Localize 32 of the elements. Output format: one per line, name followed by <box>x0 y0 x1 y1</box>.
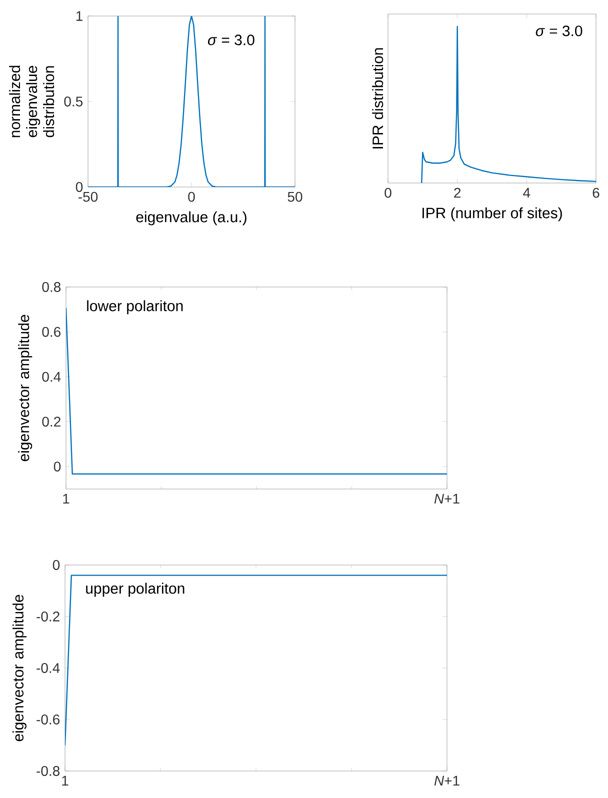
y-tick-label: 0.6 <box>42 326 61 337</box>
annotation: upper polariton <box>86 582 184 597</box>
y-tick-label: 0 <box>52 560 60 570</box>
y-axis-title: IPR distribution <box>372 48 384 148</box>
annotation: σ = 3.0 <box>208 34 254 46</box>
x-tick-label: 2 <box>454 188 461 198</box>
annotation: σ = 3.0 <box>536 26 582 36</box>
x-tick-label: 0 <box>188 192 195 202</box>
x-axis-title: eigenvalue (a.u.) <box>136 211 246 226</box>
y-tick-label: -0.4 <box>36 663 60 673</box>
line-series <box>88 16 296 188</box>
x-tick-label: N+1 <box>434 776 460 786</box>
y-tick-label: 0.5 <box>64 96 83 106</box>
y-axis-title: normalized eigenvalue distribution <box>9 66 54 138</box>
x-tick-label: 6 <box>592 188 600 198</box>
x-tick-label: N+1 <box>434 494 460 504</box>
x-tick-label: -50 <box>78 192 98 202</box>
y-tick-label: -0.6 <box>36 714 60 724</box>
y-tick-label: 0.8 <box>42 282 61 292</box>
x-tick-label: 50 <box>288 192 302 202</box>
y-tick-label: 0.4 <box>42 372 61 382</box>
y-axis-title: eigenvector amplitude <box>12 594 26 742</box>
y-tick-label: 0.2 <box>42 416 60 427</box>
y-axis-title: eigenvector amplitude <box>18 314 32 462</box>
y-tick-label: -0.2 <box>36 612 60 622</box>
x-axis-title: IPR (number of sites) <box>422 207 562 222</box>
y-tick-label: 0 <box>54 462 61 472</box>
x-tick-label: 0 <box>384 188 392 198</box>
annotation: lower polariton <box>87 300 183 314</box>
y-tick-label: -0.8 <box>36 766 60 776</box>
y-tick-label: 1 <box>76 11 82 21</box>
x-tick-label: 4 <box>523 188 530 198</box>
